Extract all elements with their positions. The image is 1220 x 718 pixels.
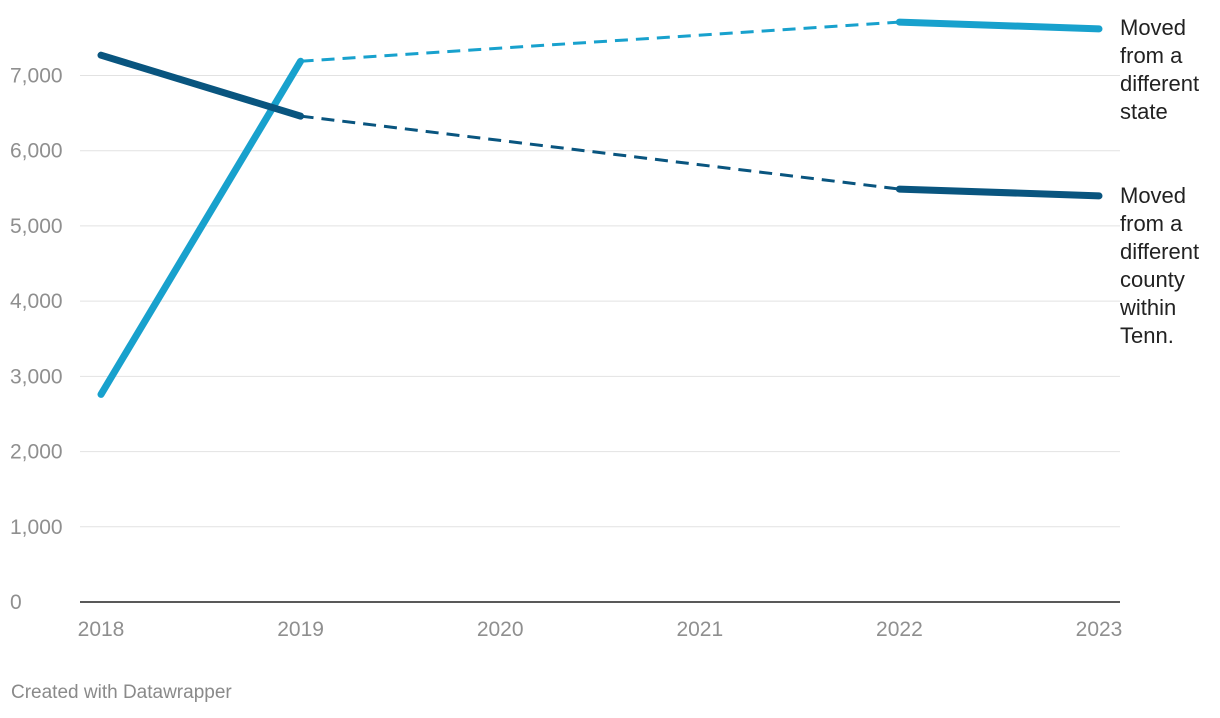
x-tick-label: 2020 [477,618,524,641]
x-tick-label: 2023 [1076,618,1123,641]
series-label-line: state [1120,99,1168,124]
x-tick-label: 2022 [876,618,923,641]
y-tick-label: 7,000 [10,65,63,88]
series-solid-segment [895,18,1103,33]
series-label-line: from a [1120,211,1183,236]
series-solid-segment [97,57,305,398]
series-label-line: from a [1120,43,1183,68]
series-label-line: Moved [1120,183,1186,208]
y-tick-label: 6,000 [10,140,63,163]
series-label-line: within [1119,295,1176,320]
series-solid-segment [97,51,305,120]
y-tick-label: 2,000 [10,441,63,464]
series-label-line: county [1120,267,1185,292]
x-tick-label: 2018 [78,618,125,641]
series-label-line: different [1120,71,1199,96]
y-tick-label: 0 [10,591,22,614]
x-tick-label: 2019 [277,618,324,641]
series-label-line: Moved [1120,15,1186,40]
series-dashed-segment [300,20,900,63]
series-label-line: different [1120,239,1199,264]
y-tick-label: 3,000 [10,365,63,388]
y-tick-label: 1,000 [10,516,63,539]
series-label-line: Tenn. [1120,323,1174,348]
y-tick-label: 4,000 [10,290,63,313]
y-tick-label: 5,000 [10,215,63,238]
series-dashed-segment [300,114,900,191]
footer-credit: Created with Datawrapper [11,682,232,703]
x-tick-label: 2021 [676,618,723,641]
series-solid-segment [895,185,1103,200]
